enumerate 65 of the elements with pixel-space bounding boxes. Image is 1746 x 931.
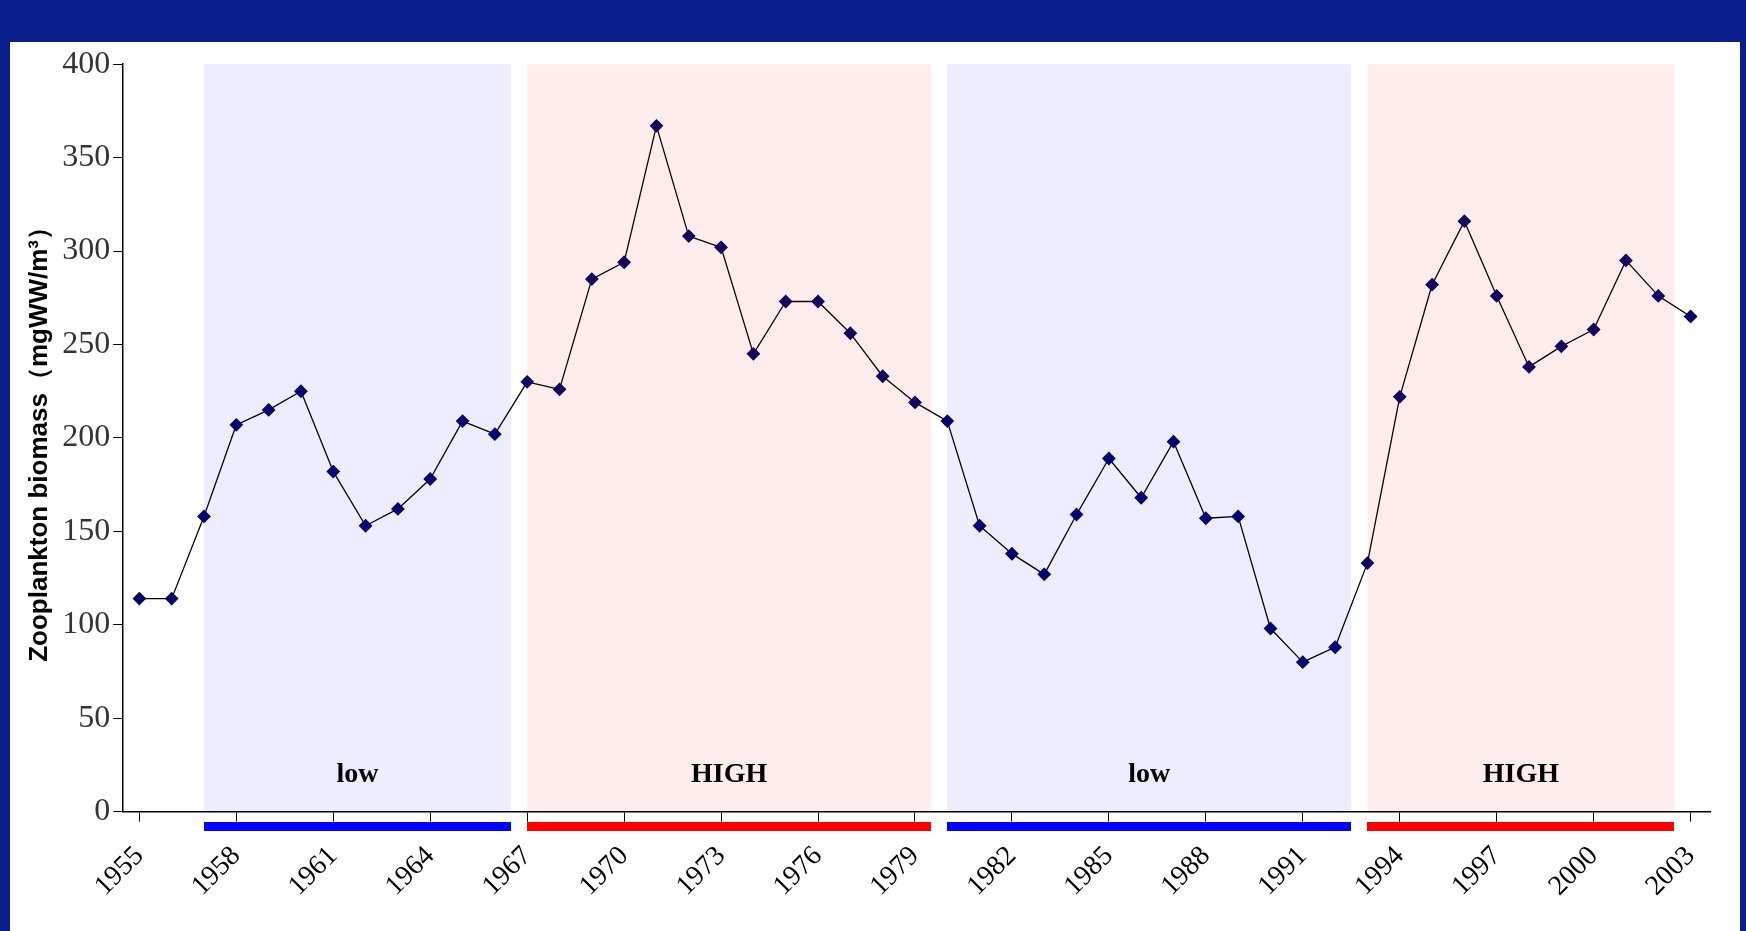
point <box>972 519 987 533</box>
point <box>1522 360 1536 374</box>
point <box>294 384 308 398</box>
point <box>714 240 728 254</box>
point <box>455 414 470 428</box>
point <box>1360 556 1375 570</box>
point <box>843 326 857 340</box>
point <box>1102 451 1116 466</box>
y-tick-label: 300 <box>62 230 111 267</box>
y-tick-label: 50 <box>78 697 111 734</box>
point <box>1683 309 1698 324</box>
point <box>552 382 567 396</box>
point <box>1651 289 1665 303</box>
band-label: low <box>1128 756 1172 788</box>
band-label: HIGH <box>1482 756 1560 788</box>
point <box>358 519 373 533</box>
point <box>682 229 696 243</box>
y-tick-label: 150 <box>62 510 111 547</box>
point <box>1393 390 1407 404</box>
y-tick-label: 250 <box>62 323 111 360</box>
point <box>1457 214 1472 228</box>
point <box>585 272 599 286</box>
y-tick-label: 200 <box>62 417 111 454</box>
point <box>391 502 405 516</box>
point <box>229 418 243 432</box>
y-tick-label: 0 <box>94 791 111 828</box>
point <box>1263 621 1278 636</box>
point <box>1166 435 1181 449</box>
point <box>197 509 211 524</box>
band-label: HIGH <box>691 756 768 788</box>
point <box>1619 253 1633 268</box>
point <box>488 427 502 441</box>
point <box>1037 567 1051 581</box>
point <box>132 591 147 606</box>
point <box>908 395 922 410</box>
y-axis-title: Zooplankton biomass（mgWW/m³） <box>22 214 53 662</box>
y-tick-label: 350 <box>62 137 111 174</box>
point <box>617 255 631 269</box>
point <box>649 119 664 133</box>
y-tick-label: 100 <box>62 604 111 641</box>
point <box>1069 507 1084 522</box>
x-tick-label: 1961 <box>281 839 343 901</box>
point <box>1425 278 1439 292</box>
x-tick-label: 1991 <box>1250 839 1313 901</box>
point <box>940 414 954 428</box>
point <box>1328 640 1342 654</box>
point <box>746 347 761 361</box>
band-label: low <box>336 756 380 788</box>
point <box>261 403 276 417</box>
point <box>1134 491 1148 505</box>
point <box>1296 655 1310 669</box>
point <box>779 294 793 309</box>
point <box>165 591 179 606</box>
point <box>1587 322 1601 337</box>
point <box>423 472 437 486</box>
y-tick-label: 400 <box>62 43 111 80</box>
point <box>1490 289 1504 303</box>
point <box>811 294 825 309</box>
point <box>1199 511 1213 525</box>
point <box>876 369 890 383</box>
point <box>1554 339 1568 354</box>
point <box>326 464 340 479</box>
point <box>520 375 534 389</box>
point <box>1231 509 1245 524</box>
point <box>1005 547 1019 561</box>
